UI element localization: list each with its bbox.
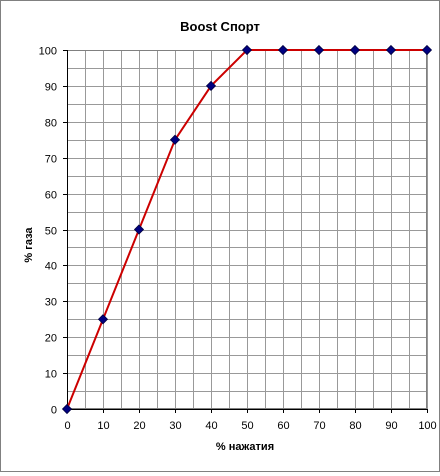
- y-tick-label: 10: [45, 369, 57, 381]
- x-tick-label: 0: [64, 420, 70, 432]
- data-point-marker: [205, 80, 217, 91]
- data-point-marker: [349, 44, 361, 56]
- y-tick-label: 70: [45, 154, 57, 166]
- y-tick-label: 0: [51, 405, 57, 417]
- x-tick-label: 20: [133, 420, 145, 432]
- data-point-marker: [241, 44, 253, 56]
- y-tick-label: 100: [39, 46, 57, 58]
- x-tick-label: 100: [418, 420, 436, 432]
- data-point-marker: [169, 134, 181, 145]
- y-tick-label: 50: [45, 226, 57, 238]
- data-series: [61, 44, 433, 415]
- x-tick-label: 50: [241, 420, 253, 432]
- data-point-marker: [385, 44, 397, 56]
- data-point-marker: [133, 224, 145, 235]
- y-tick-label: 90: [45, 82, 57, 94]
- y-tick-label: 40: [45, 261, 57, 273]
- x-tick-label: 30: [169, 420, 181, 432]
- data-point-marker: [421, 44, 433, 56]
- x-tick-label: 60: [277, 420, 289, 432]
- x-tick-label: 70: [313, 420, 325, 432]
- x-axis-tick-labels: 0 10 20 30 40 50 60 70 80 90 100: [64, 409, 437, 432]
- x-tick-label: 10: [97, 420, 109, 432]
- x-tick-label: 80: [349, 420, 361, 432]
- y-axis-label: % газа: [23, 227, 35, 263]
- data-point-marker: [97, 314, 109, 325]
- chart-title: Boost Спорт: [180, 19, 260, 34]
- y-tick-label: 80: [45, 118, 57, 130]
- y-tick-label: 20: [45, 333, 57, 345]
- data-point-marker: [313, 44, 325, 56]
- data-point-marker: [61, 403, 73, 415]
- x-tick-label: 90: [385, 420, 397, 432]
- y-tick-label: 60: [45, 190, 57, 202]
- x-axis-label: % нажатия: [216, 441, 274, 453]
- x-tick-label: 40: [205, 420, 217, 432]
- y-tick-label: 30: [45, 297, 57, 309]
- data-point-marker: [277, 44, 289, 56]
- y-axis-tick-labels: 0 10 20 30 40 50 60 70 80 90 100: [39, 46, 67, 417]
